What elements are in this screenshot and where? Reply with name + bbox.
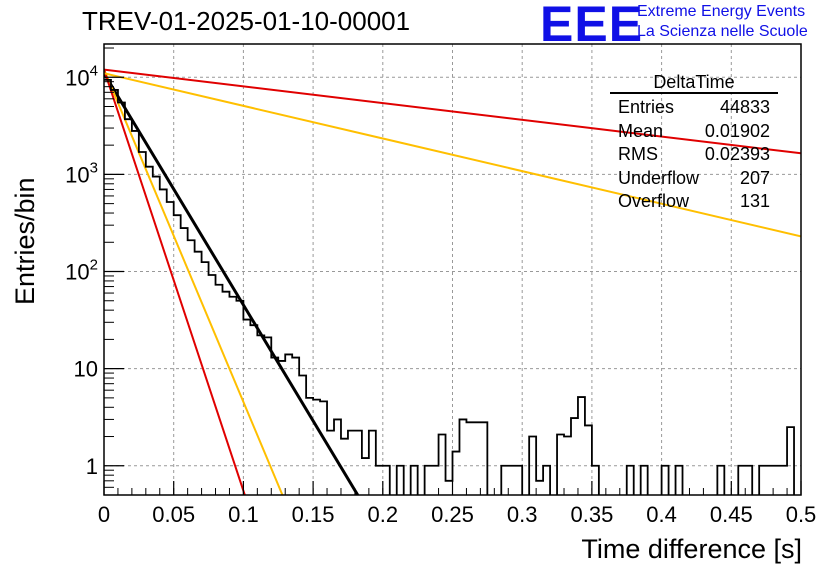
- stats-row-mean: Mean 0.01902: [610, 120, 778, 144]
- logo-subtitle: Extreme Energy Events La Scienza nelle S…: [637, 2, 808, 42]
- fit-curve-red: [104, 69, 246, 495]
- eee-logo: EEE: [540, 0, 644, 52]
- stats-row-underflow: Underflow 207: [610, 167, 778, 191]
- x-tick-label: 0.4: [646, 502, 677, 527]
- x-tick-label: 0.25: [431, 502, 474, 527]
- stats-value: 0.02393: [704, 144, 770, 164]
- stats-label: RMS: [618, 144, 658, 164]
- stats-row-entries: Entries 44833: [610, 96, 778, 120]
- fit-curve-yellow: [104, 72, 801, 238]
- fit-curve-red: [104, 68, 801, 155]
- stats-row-rms: RMS 0.02393: [610, 143, 778, 167]
- x-tick-label: 0.45: [710, 502, 753, 527]
- logo-line-2: La Scienza nelle Scuole: [637, 23, 808, 40]
- x-tick-label: 0.3: [507, 502, 538, 527]
- histogram: [104, 78, 795, 495]
- stats-box-title: DeltaTime: [610, 72, 778, 94]
- axis-ticks: [103, 47, 802, 496]
- y-axis-label: Entries/bin: [10, 177, 40, 305]
- stats-box: DeltaTime Entries 44833 Mean 0.01902 RMS…: [610, 72, 778, 214]
- stats-row-overflow: Overflow 131: [610, 190, 778, 214]
- fit-curve-black: [104, 72, 359, 495]
- stats-label: Underflow: [618, 167, 700, 188]
- stats-value: 0.01902: [704, 120, 770, 141]
- stats-label: Mean: [618, 120, 664, 141]
- x-tick-label: 0.35: [570, 502, 613, 527]
- stats-label: Overflow: [618, 191, 690, 211]
- stats-value: 131: [739, 191, 770, 211]
- stats-value: 44833: [719, 97, 770, 117]
- y-tick-label: 1: [86, 454, 98, 479]
- x-tick-label: 0.2: [368, 502, 399, 527]
- x-tick-label: 0.1: [228, 502, 259, 527]
- fit-curve-yellow: [104, 69, 284, 495]
- y-tick-label: 102: [65, 257, 98, 285]
- tick-labels: 0 0.05 0.1 0.15 0.2 0.25 0.3 0.35 0.4 0.45 0.5 1 10 1…: [65, 62, 816, 527]
- x-tick-label: 0.05: [152, 502, 195, 527]
- x-tick-label: 0.15: [292, 502, 335, 527]
- stats-label: Entries: [618, 97, 675, 117]
- y-tick-label: 104: [65, 62, 98, 90]
- x-tick-label: 0: [98, 502, 110, 527]
- fit-curves: [104, 68, 801, 495]
- chart-title: TREV-01-2025-01-10-00001: [82, 6, 411, 36]
- logo-line-1: Extreme Energy Events: [637, 3, 806, 20]
- y-tick-label: 10: [74, 357, 98, 382]
- x-axis-label: Time difference [s]: [581, 534, 802, 564]
- x-tick-label: 0.5: [786, 502, 817, 527]
- stats-value: 207: [739, 167, 770, 188]
- y-tick-label: 103: [65, 159, 98, 187]
- histogram-line: [104, 78, 795, 495]
